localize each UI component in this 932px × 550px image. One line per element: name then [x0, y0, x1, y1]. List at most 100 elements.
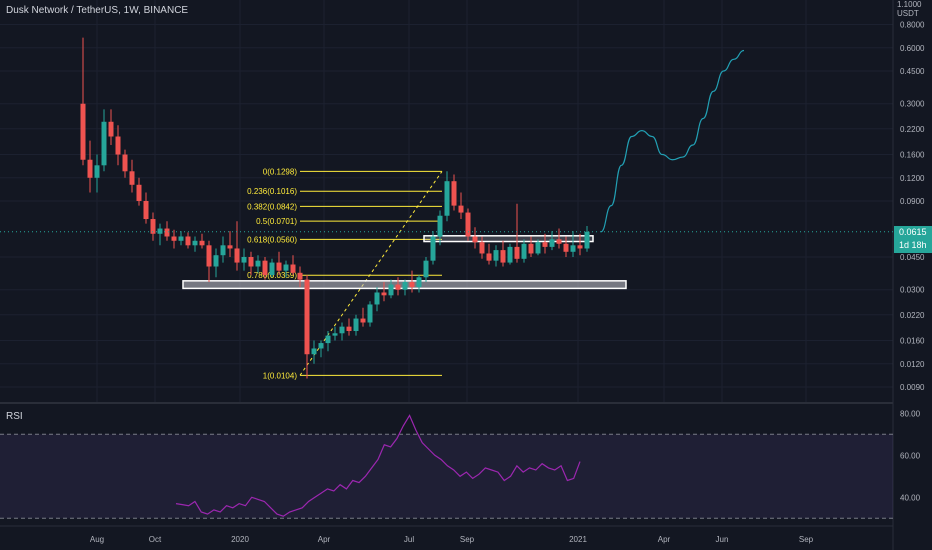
candle-body [346, 326, 352, 332]
candle-body [430, 236, 436, 261]
candle-body [577, 245, 583, 249]
fib-level-label: 1(0.0104) [263, 371, 298, 380]
candle-body [101, 121, 107, 166]
price-tick-label: 0.8000 [900, 21, 925, 30]
price-axis-currency: USDT [897, 9, 919, 18]
candle-body [283, 264, 289, 271]
time-axis[interactable]: Aug Oct 2020 Apr Jul Sep 2021 Apr Jun Sep [90, 535, 814, 544]
candle-body [556, 239, 562, 244]
candle-body [437, 215, 443, 237]
price-tick-label: 0.0220 [900, 311, 925, 320]
fib-level-label: 0(0.1298) [263, 167, 298, 176]
price-tick-label: 0.0160 [900, 337, 925, 346]
candle-body [395, 284, 401, 290]
price-axis[interactable]: 0.8000 0.6000 0.4500 0.3000 0.2200 0.1600 0.12… [900, 21, 925, 392]
candle-body [122, 154, 128, 172]
candle-body [318, 343, 324, 349]
rsi-band-fill [0, 434, 893, 519]
time-tick-label: Oct [149, 535, 162, 544]
candle-body [332, 333, 338, 336]
candle-body [521, 243, 527, 259]
candle-body [472, 236, 478, 243]
candle-body [87, 159, 93, 178]
price-axis-header: 1.1000 USDT [897, 0, 921, 18]
candle-body [479, 242, 485, 254]
candle-body [388, 284, 394, 296]
candle-body [297, 272, 303, 280]
time-tick-label: Sep [799, 535, 814, 544]
candle-body [220, 245, 226, 256]
rsi-line [175, 414, 581, 517]
rsi-indicator-label[interactable]: RSI [6, 411, 23, 422]
time-tick-label: Apr [658, 535, 671, 544]
candle-body [304, 279, 310, 355]
price-tick-label: 0.1600 [900, 151, 925, 160]
rsi-tick-label: 40.00 [900, 493, 921, 502]
candle-body [108, 121, 114, 137]
candle-body [353, 318, 359, 332]
rsi-tick-label: 80.00 [900, 409, 921, 418]
candle-body [374, 292, 380, 305]
time-tick-label: 2021 [569, 535, 587, 544]
resistance-zone[interactable] [423, 235, 594, 243]
candlestick-series [80, 37, 590, 379]
time-tick-label: 2020 [231, 535, 249, 544]
price-tick-label: 0.0900 [900, 197, 925, 206]
time-tick-label: Sep [460, 535, 475, 544]
time-tick-label: Jun [716, 535, 729, 544]
candle-body [535, 242, 541, 254]
candle-body [325, 335, 331, 344]
candle-body [171, 236, 177, 241]
time-tick-label: Jul [404, 535, 414, 544]
candle-body [129, 171, 135, 185]
price-tick-label: 0.3000 [900, 100, 925, 109]
candle-body [339, 326, 345, 334]
rsi-pane: 80.00 60.00 40.00 [0, 409, 921, 519]
price-tick-label: 0.0120 [900, 360, 925, 369]
current-price-tag-background [894, 226, 932, 253]
price-tick-label: 0.0300 [900, 286, 925, 295]
price-tick-label: 0.0090 [900, 383, 925, 392]
fibonacci-retracement[interactable]: 0(0.1298) 0.236(0.1016) 0.382(0.0842) 0.5(0… [247, 167, 442, 380]
chart-title: Dusk Network / TetherUS, 1W, BINANCE [6, 5, 189, 16]
candle-body [164, 228, 170, 237]
candle-body [542, 242, 548, 247]
candle-body [178, 236, 184, 241]
candle-body [507, 246, 513, 263]
candle-body [311, 348, 317, 355]
candle-body [157, 228, 163, 234]
price-axis-top-label: 1.1000 [897, 0, 922, 9]
candle-body [486, 253, 492, 261]
candle-body [241, 256, 247, 263]
candle-body [444, 181, 450, 216]
candle-body [465, 212, 471, 237]
candle-body [500, 250, 506, 263]
candle-body [549, 239, 555, 247]
price-tick-label: 0.6000 [900, 44, 925, 53]
price-tick-label: 0.2200 [900, 125, 925, 134]
projection-path[interactable] [600, 49, 745, 233]
time-tick-label: Apr [318, 535, 331, 544]
current-price-tag: 0.0615 1d 18h [894, 226, 932, 253]
candle-body [402, 282, 408, 290]
candle-body [276, 262, 282, 271]
candle-body [458, 205, 464, 213]
candle-body [136, 184, 142, 201]
candle-body [269, 262, 275, 276]
candle-body [199, 240, 205, 246]
candle-body [367, 304, 373, 323]
fib-level-label: 0.5(0.0701) [256, 217, 297, 226]
bar-countdown: 1d 18h [899, 240, 927, 250]
candle-body [206, 245, 212, 267]
candle-body [423, 260, 429, 278]
candle-body [290, 264, 296, 273]
time-tick-label: Aug [90, 535, 104, 544]
candle-body [143, 201, 149, 220]
candle-body [563, 243, 569, 252]
candle-body [451, 181, 457, 206]
candle-body [213, 255, 219, 267]
candle-body [94, 165, 100, 178]
candle-body [227, 245, 233, 249]
candle-body [528, 243, 534, 254]
